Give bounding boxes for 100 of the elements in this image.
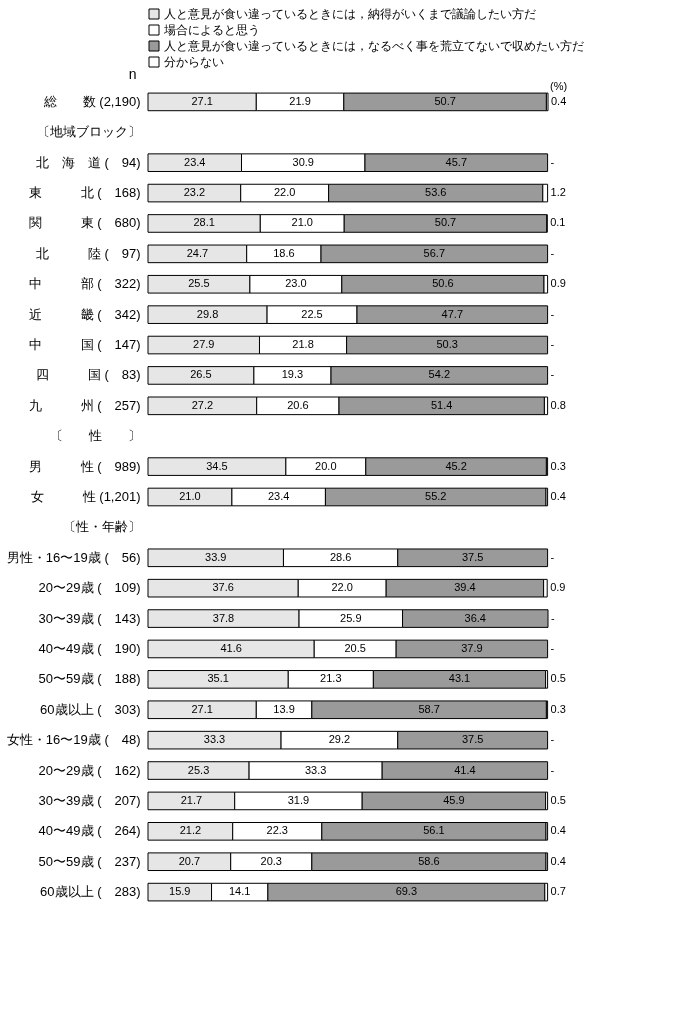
data-label: 0.5 xyxy=(550,793,566,806)
data-label: 28.1 xyxy=(193,216,215,229)
data-label: 18.6 xyxy=(273,246,295,259)
data-label: 37.9 xyxy=(461,641,483,654)
data-label: 25.9 xyxy=(340,611,362,624)
data-label: 37.5 xyxy=(461,550,484,563)
data-label: 0.8 xyxy=(550,398,566,411)
data-label: 56.7 xyxy=(423,246,446,259)
y-tick-label: 関 東 ( 680) xyxy=(28,215,141,231)
data-label: 51.4 xyxy=(431,398,453,411)
data-label: 22.3 xyxy=(266,824,288,837)
y-tick-label: 近 畿 ( 342) xyxy=(28,306,141,322)
data-label: 0.4 xyxy=(550,854,566,867)
data-label: 27.9 xyxy=(193,338,215,351)
y-tick-label: 九 州 ( 257) xyxy=(28,397,141,413)
data-label: 21.7 xyxy=(180,793,203,806)
data-label: - xyxy=(550,155,555,168)
y-tick-label: 50〜59歳 ( 188) xyxy=(38,671,141,687)
y-tick-label: 40〜49歳 ( 264) xyxy=(38,823,141,839)
data-label: 1.2 xyxy=(550,186,566,199)
text: (%) xyxy=(550,79,568,92)
data-label: 0.9 xyxy=(550,581,566,594)
y-tick-label: 20〜29歳 ( 109) xyxy=(38,580,141,596)
data-label: 23.4 xyxy=(267,490,290,502)
data-label: - xyxy=(551,611,555,624)
data-label: 58.7 xyxy=(418,702,440,715)
data-label: 21.0 xyxy=(291,216,313,229)
data-label: 25.3 xyxy=(187,763,210,776)
data-label: 25.5 xyxy=(188,277,210,290)
data-label: 21.2 xyxy=(179,824,202,837)
data-label: 24.7 xyxy=(186,246,209,259)
data-label: 34.5 xyxy=(206,459,228,472)
legend-label: 人と意見が食い違っているときには，納得がいくまで議論したい方だ xyxy=(164,7,536,21)
y-tick-label: 30〜39歳 ( 207) xyxy=(38,792,141,808)
data-label: 21.0 xyxy=(179,490,201,502)
data-label: 20.0 xyxy=(315,459,337,472)
data-label: 22.0 xyxy=(331,581,353,594)
y-tick-label: 中 部 ( 322) xyxy=(28,276,141,292)
data-label: 31.9 xyxy=(287,793,310,806)
data-label: 33.3 xyxy=(304,763,327,776)
data-label: 23.2 xyxy=(183,186,206,199)
data-label: 0.4 xyxy=(551,94,567,107)
y-tick-label: 30〜39歳 ( 143) xyxy=(38,610,141,626)
data-label: 28.6 xyxy=(329,550,352,563)
data-label: 23.4 xyxy=(184,155,206,168)
data-label: 33.3 xyxy=(203,733,226,746)
legend-label: 人と意見が食い違っているときには，なるべく事を荒立てないで収めたい方だ xyxy=(164,39,584,53)
data-label: 41.6 xyxy=(220,641,242,654)
y-tick-label: 60歳以上 ( 283) xyxy=(40,884,141,900)
data-label: 20.7 xyxy=(178,854,201,867)
data-label: 20.5 xyxy=(344,641,366,654)
y-tick-label: 北 陸 ( 97) xyxy=(35,245,141,261)
y-tick-label: 〔 性 〕 xyxy=(49,428,141,444)
data-label: - xyxy=(550,733,555,746)
data-label: 20.6 xyxy=(287,398,309,411)
data-label: 27.1 xyxy=(191,94,213,107)
data-label: 13.9 xyxy=(273,702,295,715)
y-tick-label: 北 海 道 ( 94) xyxy=(35,154,141,170)
data-label: 37.6 xyxy=(212,581,234,594)
data-label: 29.2 xyxy=(328,733,351,746)
data-label: 33.9 xyxy=(205,550,227,563)
data-label: 36.4 xyxy=(464,611,486,624)
data-label: - xyxy=(550,338,555,351)
y-tick-label: 女性・16〜19歳 ( 48) xyxy=(6,732,141,748)
y-tick-label: 男 性 ( 989) xyxy=(28,458,141,474)
data-label: 50.7 xyxy=(434,216,457,229)
y-tick-label: 総 数 (2,190) xyxy=(42,93,141,109)
data-label: - xyxy=(550,550,555,563)
data-label: 0.3 xyxy=(550,702,566,715)
y-tick-label: 60歳以上 ( 303) xyxy=(40,701,141,717)
data-label: 37.8 xyxy=(212,611,235,624)
data-label: 26.5 xyxy=(190,368,212,381)
data-label: - xyxy=(550,763,555,776)
data-label: 53.6 xyxy=(425,186,447,199)
data-label: 37.5 xyxy=(461,733,484,746)
legend-label: 分からない xyxy=(164,55,224,69)
y-axis-title: n xyxy=(128,65,137,82)
y-tick-label: 中 国 ( 147) xyxy=(28,337,141,353)
data-label: 20.3 xyxy=(260,854,282,867)
data-label: 0.4 xyxy=(550,490,566,502)
data-label: 27.1 xyxy=(191,702,213,715)
data-label: 47.7 xyxy=(441,307,464,320)
data-label: 0.3 xyxy=(550,459,566,472)
data-label: 19.3 xyxy=(281,368,304,381)
data-label: 50.7 xyxy=(434,94,456,107)
data-label: 0.5 xyxy=(550,672,566,685)
y-tick-label: 男性・16〜19歳 ( 56) xyxy=(6,549,141,565)
data-label: 0.4 xyxy=(550,824,566,837)
data-label: 0.9 xyxy=(550,277,566,290)
data-label: 45.2 xyxy=(445,459,467,472)
data-label: 23.0 xyxy=(285,277,307,290)
y-tick-label: 四 国 ( 83) xyxy=(35,367,141,383)
data-label: 21.8 xyxy=(292,338,314,351)
data-label: 14.1 xyxy=(229,885,251,898)
y-tick-label: 50〜59歳 ( 237) xyxy=(38,853,141,869)
legend-label: 場合によると思う xyxy=(163,23,260,37)
data-label: 27.2 xyxy=(191,398,214,411)
y-tick-label: 東 北 ( 168) xyxy=(28,185,141,201)
data-label: 29.8 xyxy=(196,307,219,320)
data-label: - xyxy=(550,246,555,259)
